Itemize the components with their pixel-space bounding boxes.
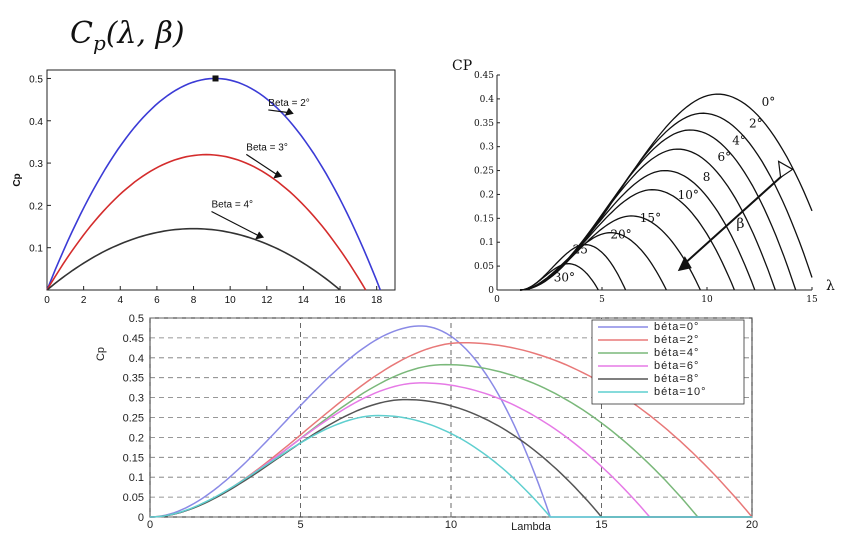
chart-a-xtick-label: 12 [261,295,273,306]
chart-b-ytick-label: 0.15 [474,214,494,224]
formula-title: Cp(λ, β) [70,16,185,55]
chart-b-ytick-label: 0.45 [474,71,494,81]
chart-b-series-label: 4° [732,133,746,147]
chart-a-series-label: Beta = 3° [246,142,288,153]
chart-a-arrowhead [273,170,283,179]
chart-b-ytick-label: 0.4 [480,95,495,105]
chart-a-xtick-label: 14 [298,295,310,306]
chart-b-ytick-label: 0.05 [474,262,494,272]
chart-c-legend [591,319,745,405]
chart-c-ytick-label: 0 [138,512,144,524]
chart-b-beta-arrowhead-up [777,160,794,179]
chart-b-series-line [520,263,599,291]
chart-b-xtick-label: 15 [806,295,818,305]
chart-b-series-label: 10° [678,188,699,202]
chart-a-xtick-label: 16 [334,295,346,306]
chart-a-ytick-label: 0.2 [29,201,43,212]
chart-c-ytick-label: 0.5 [129,313,144,325]
chart-c-ytick-label: 0.4 [129,353,144,365]
chart-c-ytick-label: 0.15 [123,452,144,464]
chart-c-legend-label: béta=0° [654,321,699,333]
chart-c-legend-label: béta=6° [654,360,699,372]
chart-c-series-line [149,398,752,518]
chart-b-beta-arrowhead-down [677,256,692,272]
chart-b-xtick-label: 0 [494,295,500,305]
chart-a-series-line [46,227,341,291]
chart-c-series-line [149,325,752,518]
chart-c-legend-label: béta=2° [654,334,699,346]
chart-c-xtick-label: 0 [147,519,153,531]
chart-b-xtick-label: 5 [599,295,605,305]
chart-a-annotation-arrow [245,153,279,176]
chart-c-legend-label: béta=10° [654,386,706,398]
chart-a-peak-marker [212,75,219,82]
chart-a-series-label: Beta = 2° [268,98,310,109]
chart-a-ytick-label: 0.5 [29,74,43,85]
chart-a-ylabel: Cp [12,173,23,186]
chart-b-series-line [520,232,667,291]
chart-a-frame [46,69,396,291]
chart-a-ytick-label: 0.4 [29,117,43,128]
chart-b-ytick-label: 0.2 [480,190,494,200]
chart-b-series-label: 6° [718,150,732,164]
chart-c-xtick-label: 5 [297,519,303,531]
chart-b-series-label: 20° [610,227,631,241]
chart-a-xtick-label: 8 [191,295,197,306]
chart-a-arrowhead [255,231,265,240]
chart-c-ytick-label: 0.45 [123,333,144,345]
chart-b-ytick-label: 0.25 [474,167,494,177]
chart-a-xtick-label: 4 [117,295,123,306]
chart-c-ytick-label: 0.35 [123,373,144,385]
chart-c-ylabel: Cp [95,347,107,361]
chart-b-xlabel: λ [826,278,835,294]
chart-b-series-label: 25 [573,243,588,257]
chart-b-series-label: 8 [703,170,711,184]
chart-b-series-label: 2° [749,117,763,131]
chart-a-xtick-label: 0 [44,295,50,306]
chart-b-series-label: 15° [640,211,661,225]
chart-c-legend-label: béta=8° [654,373,699,385]
chart-c-xlabel: Lambda [511,521,552,533]
chart-b-xtick-label: 10 [701,295,713,305]
chart-b-series-label: 0° [762,95,776,109]
chart-a-ytick-label: 0.1 [29,244,43,255]
chart-c-ytick-label: 0.25 [123,413,144,425]
chart-c-xtick-label: 15 [595,519,607,531]
chart-b-beta-arrow [681,174,784,267]
chart-b-beta-label: β [736,216,744,232]
chart-a-xtick-label: 18 [371,295,383,306]
chart-a-arrowhead [284,107,294,116]
chart-a-xtick-label: 10 [225,295,237,306]
chart-b-ytick-label: 0.3 [480,143,495,153]
chart-c-ytick-label: 0.2 [129,432,144,444]
chart-b-ytick-label: 0 [488,286,494,296]
chart-b-series-label: 30° [554,270,575,284]
chart-c-legend-label: béta=4° [654,347,699,359]
chart-a-xtick-label: 2 [81,295,87,306]
chart-a-series-label: Beta = 4° [212,200,254,211]
chart-a-xtick-label: 6 [154,295,160,306]
chart-a-annotation-arrow [211,210,261,238]
chart-c-ytick-label: 0.1 [129,472,144,484]
chart-c-xtick-label: 20 [746,519,758,531]
chart-c-series-line [149,414,752,518]
chart-a-series-line [46,153,367,291]
chart-b-series-line [520,215,701,291]
chart-c-ytick-label: 0.05 [123,492,144,504]
chart-c-xtick-label: 10 [445,519,457,531]
chart-b-ytick-label: 0.35 [474,119,494,129]
chart-a-ytick-label: 0.3 [29,159,43,170]
chart-c-ytick-label: 0.3 [129,393,144,405]
chart-a-annotation-arrow [268,109,290,114]
chart-b-ytick-label: 0.1 [480,238,494,248]
chart-b-ylabel: CP [452,58,472,74]
